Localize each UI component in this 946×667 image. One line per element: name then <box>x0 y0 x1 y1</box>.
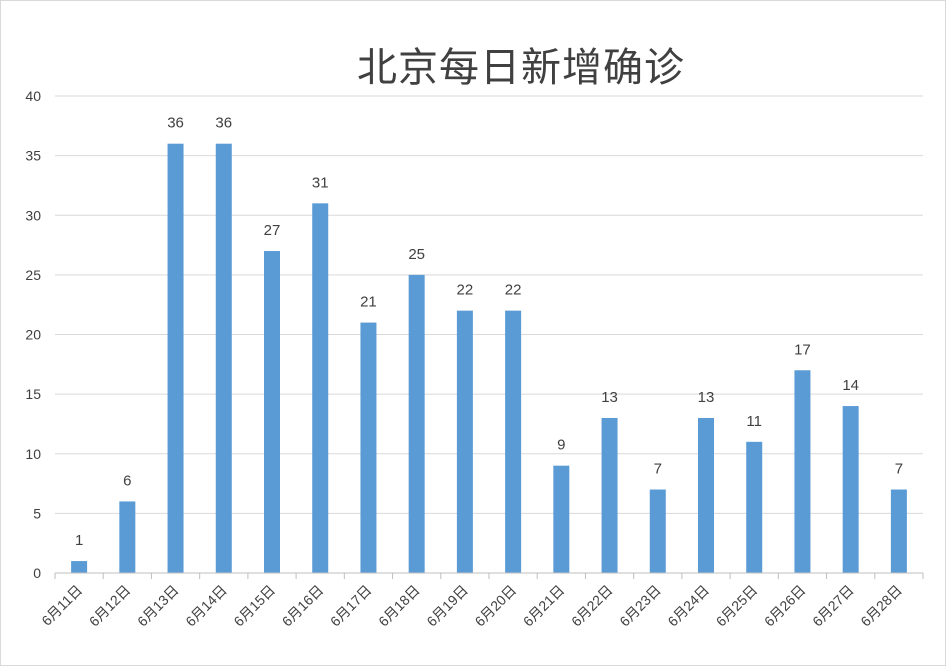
gridlines <box>55 95 923 514</box>
data-label: 9 <box>557 437 565 454</box>
x-tick-label: 6月24日 <box>664 582 712 630</box>
y-tick-label: 40 <box>25 88 41 104</box>
y-tick-label: 5 <box>33 505 41 521</box>
data-label: 22 <box>505 282 522 299</box>
data-label: 13 <box>601 389 618 406</box>
x-tick-label: 6月23日 <box>616 582 664 630</box>
data-label: 31 <box>312 174 329 191</box>
x-tick-label: 6月15日 <box>230 582 278 630</box>
bar <box>890 489 907 573</box>
data-label: 14 <box>842 377 859 394</box>
bars <box>71 143 907 573</box>
x-tick-label: 6月25日 <box>713 582 761 630</box>
bar <box>119 501 136 573</box>
bar <box>649 489 666 573</box>
y-tick-label: 10 <box>25 446 41 462</box>
data-label: 36 <box>215 115 232 132</box>
x-tick-label: 6月11日 <box>38 582 85 629</box>
chart-title: 北京每日新增确诊 <box>357 45 685 91</box>
y-tick-label: 30 <box>25 207 41 223</box>
data-label: 21 <box>360 294 377 311</box>
x-tick-label: 6月22日 <box>568 582 616 630</box>
bar <box>167 143 184 573</box>
bar <box>408 274 425 573</box>
x-tick-label: 6月17日 <box>327 582 375 630</box>
y-tick-label: 20 <box>25 327 41 343</box>
bar <box>842 406 859 573</box>
x-tick-label: 6月13日 <box>134 582 182 630</box>
bar <box>360 322 377 573</box>
y-tick-label: 35 <box>25 148 41 164</box>
x-tick-label: 6月21日 <box>520 582 568 630</box>
x-tick-label: 6月26日 <box>761 582 809 630</box>
x-tick-label: 6月27日 <box>809 582 857 630</box>
bar <box>456 310 473 573</box>
bar <box>553 465 570 573</box>
axes: 0 5 10 15 20 25 30 35 40 6月11日 6月12日 6月13日 6月14日 6月15… <box>25 88 924 630</box>
data-labels: 1 6 36 36 27 31 21 25 22 22 9 13 7 13 11 17 14 7 <box>75 115 903 549</box>
data-label: 11 <box>746 413 762 430</box>
y-tick-label: 15 <box>25 386 41 402</box>
data-label: 7 <box>895 461 903 478</box>
y-tick-label: 25 <box>25 267 41 283</box>
bar <box>312 203 329 573</box>
x-tick-label: 6月20日 <box>472 582 520 630</box>
x-tick-label: 6月16日 <box>279 582 327 630</box>
data-label: 27 <box>264 222 281 239</box>
bar <box>794 370 811 573</box>
x-tick-label: 6月28日 <box>857 582 905 630</box>
bar <box>71 561 88 573</box>
x-tick-label: 6月12日 <box>86 582 134 630</box>
data-label: 6 <box>123 472 131 489</box>
data-label: 7 <box>654 461 662 478</box>
bar <box>601 417 618 573</box>
bar <box>746 441 763 573</box>
data-label: 22 <box>457 282 474 299</box>
y-tick-label: 0 <box>33 565 41 581</box>
bar <box>698 417 714 573</box>
bar <box>264 251 280 573</box>
x-tick-label: 6月14日 <box>182 582 230 630</box>
x-tick-label: 6月19日 <box>423 582 471 630</box>
data-label: 36 <box>167 115 184 132</box>
data-label: 17 <box>794 341 811 358</box>
data-label: 13 <box>698 389 715 406</box>
bar <box>505 310 522 573</box>
data-label: 1 <box>75 532 83 549</box>
data-label: 25 <box>408 246 425 263</box>
x-tick-label: 6月18日 <box>375 582 423 630</box>
bar <box>215 143 232 573</box>
